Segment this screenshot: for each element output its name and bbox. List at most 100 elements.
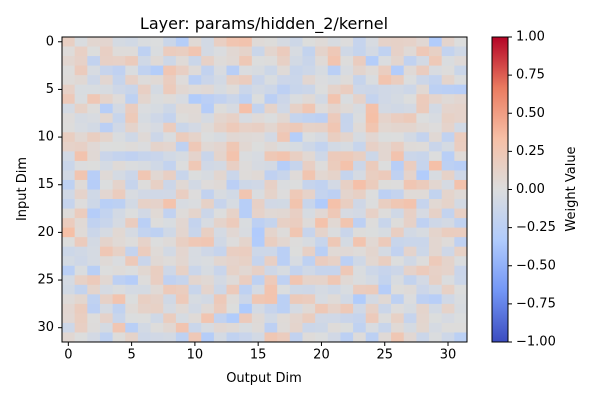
heatmap-cell bbox=[340, 303, 354, 314]
heatmap-cell bbox=[87, 265, 101, 276]
heatmap-cell bbox=[315, 84, 329, 95]
heatmap-cell bbox=[315, 75, 329, 86]
heatmap-cell bbox=[264, 303, 278, 314]
heatmap-cell bbox=[403, 122, 417, 133]
heatmap-cell bbox=[201, 65, 215, 76]
heatmap-cell bbox=[62, 246, 76, 257]
heatmap-cell bbox=[62, 275, 76, 286]
heatmap-cell bbox=[353, 160, 367, 171]
heatmap-cell bbox=[175, 218, 190, 229]
heatmap-cell bbox=[99, 65, 114, 76]
heatmap-cell bbox=[74, 237, 88, 248]
heatmap-cell bbox=[175, 94, 190, 105]
heatmap-cell bbox=[353, 265, 367, 276]
heatmap-cell bbox=[87, 75, 101, 86]
heatmap-cell bbox=[239, 141, 253, 152]
heatmap-cell bbox=[315, 303, 329, 314]
heatmap-cell bbox=[201, 208, 215, 219]
heatmap-cell bbox=[416, 84, 430, 95]
heatmap-cell bbox=[163, 170, 177, 181]
heatmap-cell bbox=[416, 94, 430, 105]
heatmap-cell bbox=[315, 151, 329, 162]
heatmap-cell bbox=[416, 303, 430, 314]
heatmap-cell bbox=[378, 170, 392, 181]
heatmap-cell bbox=[125, 151, 139, 162]
heatmap-cell bbox=[99, 84, 114, 95]
heatmap-cell bbox=[454, 294, 468, 305]
heatmap-cell bbox=[74, 141, 88, 152]
heatmap-cell bbox=[62, 227, 76, 238]
heatmap-cell bbox=[353, 179, 367, 190]
heatmap-cell bbox=[74, 151, 88, 162]
heatmap-cell bbox=[289, 122, 303, 133]
heatmap-cell bbox=[315, 322, 329, 333]
heatmap-cell bbox=[188, 113, 202, 124]
heatmap-cell bbox=[302, 284, 316, 295]
heatmap-cell bbox=[137, 141, 152, 152]
x-tick-label: 20 bbox=[313, 348, 330, 363]
heatmap-cell bbox=[315, 179, 329, 190]
heatmap-cell bbox=[99, 208, 114, 219]
heatmap-cell bbox=[226, 227, 240, 238]
heatmap-cell bbox=[175, 256, 190, 267]
heatmap-cell bbox=[315, 284, 329, 295]
heatmap-cell bbox=[125, 189, 139, 200]
heatmap-cell bbox=[201, 141, 215, 152]
heatmap-cell bbox=[327, 37, 341, 48]
heatmap-cell bbox=[188, 246, 202, 257]
heatmap-cell bbox=[302, 160, 316, 171]
heatmap-cell bbox=[213, 275, 228, 286]
heatmap-cell bbox=[391, 303, 405, 314]
heatmap-cell bbox=[251, 75, 265, 86]
heatmap-cell bbox=[137, 265, 152, 276]
heatmap-cell bbox=[365, 179, 379, 190]
heatmap-cell bbox=[327, 227, 341, 238]
heatmap-cell bbox=[150, 46, 164, 57]
heatmap-cell bbox=[429, 75, 443, 86]
heatmap-cell bbox=[429, 218, 443, 229]
heatmap-cell bbox=[353, 303, 367, 314]
colorbar bbox=[491, 36, 509, 343]
heatmap-cell bbox=[264, 294, 278, 305]
heatmap-cell bbox=[378, 256, 392, 267]
heatmap-cell bbox=[175, 37, 190, 48]
heatmap-cell bbox=[87, 284, 101, 295]
heatmap-cell bbox=[213, 208, 228, 219]
heatmap-cell bbox=[226, 65, 240, 76]
heatmap-cell bbox=[87, 218, 101, 229]
heatmap-cell bbox=[264, 218, 278, 229]
heatmap-cell bbox=[353, 313, 367, 324]
heatmap-cell bbox=[175, 227, 190, 238]
heatmap-cell bbox=[87, 94, 101, 105]
heatmap-cell bbox=[416, 56, 430, 67]
heatmap-cell bbox=[226, 170, 240, 181]
heatmap-cell bbox=[441, 141, 455, 152]
heatmap-cell bbox=[226, 256, 240, 267]
heatmap-cell bbox=[277, 265, 291, 276]
heatmap-cell bbox=[188, 46, 202, 57]
heatmap-cell bbox=[441, 113, 455, 124]
heatmap-cell bbox=[416, 275, 430, 286]
heatmap-cell bbox=[175, 284, 190, 295]
y-tick-label: 10 bbox=[37, 130, 54, 145]
heatmap-cell bbox=[188, 237, 202, 248]
heatmap-cell bbox=[391, 256, 405, 267]
heatmap-cell bbox=[125, 122, 139, 133]
heatmap-cell bbox=[137, 332, 152, 343]
heatmap-cell bbox=[62, 56, 76, 67]
heatmap-cell bbox=[125, 237, 139, 248]
heatmap-cell bbox=[150, 332, 164, 343]
heatmap-cell bbox=[429, 122, 443, 133]
colorbar-tick-label: 0.50 bbox=[516, 106, 545, 121]
heatmap-cell bbox=[277, 179, 291, 190]
heatmap-cell bbox=[112, 189, 126, 200]
heatmap-cell bbox=[87, 227, 101, 238]
heatmap-cell bbox=[213, 189, 228, 200]
heatmap-cell bbox=[391, 94, 405, 105]
heatmap-cell bbox=[416, 113, 430, 124]
heatmap-cell bbox=[340, 218, 354, 229]
x-tick-label: 30 bbox=[440, 348, 457, 363]
heatmap-cell bbox=[74, 199, 88, 210]
heatmap-cell bbox=[188, 65, 202, 76]
colorbar-tick-label: 0.75 bbox=[516, 68, 545, 83]
